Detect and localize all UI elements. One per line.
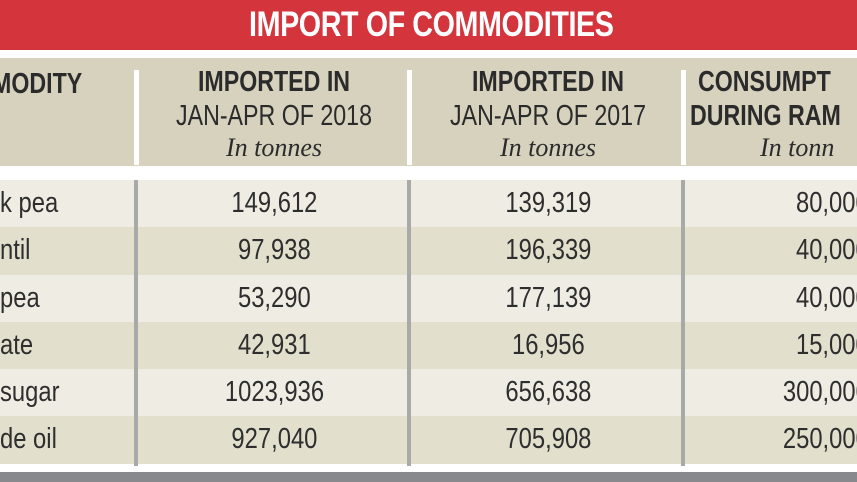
cell-consumption: 80,000	[796, 187, 857, 219]
table-row: ntil 97,938 196,339 40,000	[0, 227, 857, 275]
cell-imp2017: 705,908	[505, 423, 591, 456]
cell-imp2017: 656,638	[505, 376, 591, 409]
table-row: k pea 149,612 139,319 80,000	[0, 180, 857, 228]
title-bar: IMPORT OF COMMODITIES	[0, 0, 857, 50]
cell-imp2018: 97,938	[237, 234, 311, 267]
cell-consumption: 15,000	[796, 328, 857, 361]
header-consumption-unit: In tonn	[760, 133, 835, 162]
bottom-bar	[0, 472, 857, 482]
header-row: MODITY IMPORTED IN JAN-APR OF 2018 In to…	[0, 58, 857, 166]
table-title: IMPORT OF COMMODITIES	[249, 5, 614, 44]
table-body: k pea 149,612 139,319 80,000 ntil 97,938…	[0, 180, 857, 464]
table-row: de oil 927,040 705,908 250,000	[0, 416, 857, 464]
cell-imp2017: 139,319	[505, 187, 591, 219]
cell-commodity: de oil	[0, 423, 57, 456]
header-divider	[681, 70, 686, 165]
header-2017-line1: IMPORTED IN	[471, 66, 625, 98]
header-divider	[134, 70, 139, 165]
cell-imp2018: 927,040	[231, 423, 317, 456]
cell-imp2018: 53,290	[237, 281, 311, 314]
column-divider	[134, 180, 138, 466]
cell-consumption: 250,000	[783, 423, 857, 456]
cell-commodity: ntil	[0, 234, 31, 267]
header-consumption-line2: DURING RAM	[690, 100, 841, 132]
column-divider	[681, 180, 685, 466]
cell-consumption: 40,000	[796, 234, 857, 267]
cell-commodity: ate	[0, 328, 34, 361]
header-2017-line2: JAN-APR OF 2017	[450, 100, 646, 132]
table-row: pea 53,290 177,139 40,000	[0, 274, 857, 322]
cell-imp2018: 1023,936	[224, 376, 324, 409]
header-2017-unit: In tonnes	[499, 133, 597, 162]
cell-imp2017: 16,956	[511, 328, 585, 361]
header-divider	[407, 70, 412, 165]
header-consumption-line1: CONSUMPT	[698, 66, 831, 98]
header-imported-2017: IMPORTED IN JAN-APR OF 2017 In tonnes	[413, 58, 683, 166]
cell-imp2018: 42,931	[237, 328, 311, 361]
table-row: ate 42,931 16,956 15,000	[0, 321, 857, 370]
header-commodity: MODITY	[0, 58, 136, 166]
header-commodity-label: MODITY	[0, 68, 83, 100]
cell-commodity: pea	[0, 281, 40, 314]
cell-commodity: sugar	[0, 376, 60, 409]
cell-consumption: 300,000	[783, 376, 857, 409]
cell-imp2017: 177,139	[505, 281, 591, 314]
cell-consumption: 40,000	[796, 281, 857, 314]
cell-imp2017: 196,339	[505, 234, 591, 267]
cell-commodity: k pea	[0, 187, 59, 219]
table-row: sugar 1023,936 656,638 300,000	[0, 369, 857, 417]
header-2018-line1: IMPORTED IN	[197, 66, 351, 98]
cell-imp2018: 149,612	[231, 187, 317, 219]
column-divider	[407, 180, 411, 466]
header-2018-unit: In tonnes	[225, 133, 323, 162]
header-imported-2018: IMPORTED IN JAN-APR OF 2018 In tonnes	[139, 58, 409, 166]
header-2018-line2: JAN-APR OF 2018	[176, 100, 372, 132]
header-consumption: CONSUMPT DURING RAM In tonn	[690, 58, 857, 166]
